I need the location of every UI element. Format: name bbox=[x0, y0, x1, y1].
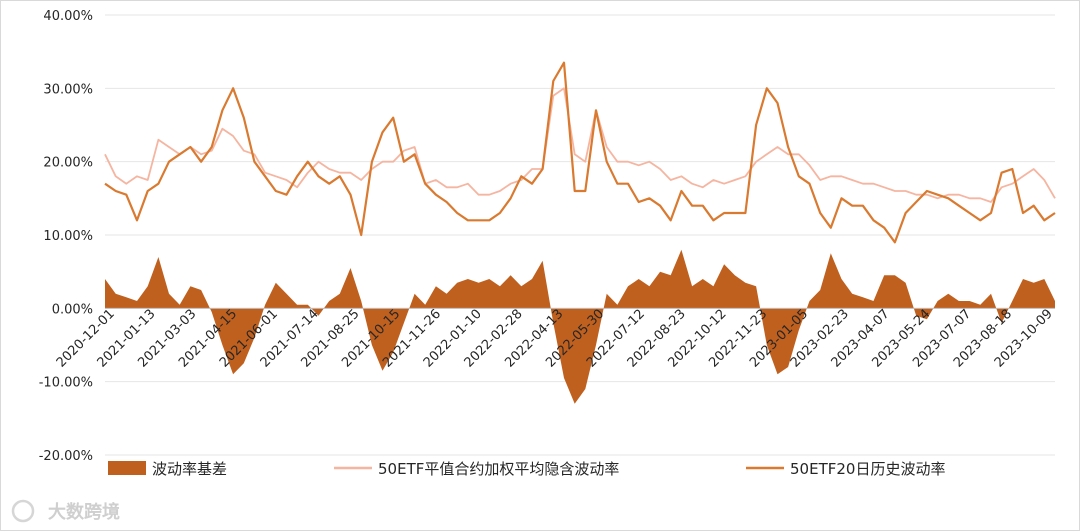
y-tick-label: 0.00% bbox=[52, 302, 93, 317]
legend-label-hv: 50ETF20日历史波动率 bbox=[790, 460, 945, 478]
y-tick-label: 40.00% bbox=[43, 9, 93, 24]
y-axis: -20.00% -10.00% 0.00% 10.00% 20.00% 30.00% 40.… bbox=[39, 9, 93, 464]
y-tick-label: -10.00% bbox=[39, 376, 93, 391]
gridlines bbox=[105, 14, 1055, 456]
watermark-logo-icon bbox=[11, 499, 35, 523]
y-tick-label: 20.00% bbox=[43, 156, 93, 171]
series-implied-vol-line bbox=[104, 87, 1056, 203]
legend-label-iv: 50ETF平值合约加权平均隐含波动率 bbox=[378, 460, 619, 478]
y-tick-label: 10.00% bbox=[43, 229, 93, 244]
y-tick-label: 30.00% bbox=[43, 82, 93, 97]
series-basis-area bbox=[105, 249, 1055, 404]
watermark: 大数跨境 bbox=[11, 499, 120, 523]
legend: 波动率基差 50ETF平值合约加权平均隐含波动率 50ETF20日历史波动率 bbox=[108, 460, 945, 478]
series-hist-vol-line bbox=[104, 61, 1056, 244]
chart-marks bbox=[104, 61, 1056, 404]
legend-label-basis: 波动率基差 bbox=[152, 460, 227, 478]
watermark-text: 大数跨境 bbox=[48, 501, 120, 523]
legend-swatch-basis bbox=[108, 461, 146, 475]
y-tick-label: -20.00% bbox=[39, 449, 93, 464]
